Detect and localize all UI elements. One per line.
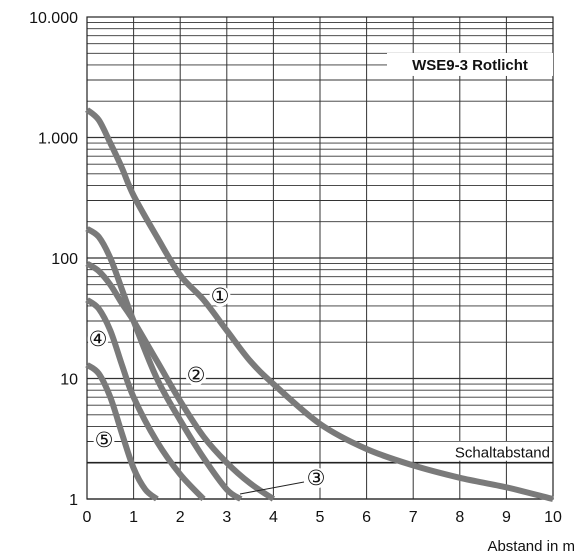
curve-label-2: ② <box>187 364 206 387</box>
series-group <box>85 107 554 502</box>
curve-labels-group: ① ② ③ ④ ⑤ <box>87 285 327 495</box>
plot-frame <box>86 16 554 500</box>
curve-label-4: ④ <box>89 328 108 351</box>
x-tick-label: 9 <box>502 509 511 526</box>
chart-title-group: WSE9-3 Rotlicht <box>387 52 553 76</box>
y-tick-label: 1.000 <box>38 131 78 148</box>
curve-label-1: ① <box>211 285 230 308</box>
reference-line-group: Schaltabstand <box>87 441 553 464</box>
y-tick-label: 100 <box>51 251 78 268</box>
chart-title: WSE9-3 Rotlicht <box>412 57 528 74</box>
x-tick-label: 10 <box>544 509 562 526</box>
curve-label-background-4 <box>87 328 109 350</box>
series-line-4 <box>85 297 206 502</box>
x-tick-label: 6 <box>362 509 371 526</box>
x-tick-label: 5 <box>316 509 325 526</box>
x-tick-label: 1 <box>129 509 138 526</box>
x-tick-label: 4 <box>269 509 278 526</box>
x-tick-label: 7 <box>409 509 418 526</box>
curve-label-3: ③ <box>307 467 326 490</box>
curve-label-background-1 <box>209 285 231 307</box>
x-tick-label: 8 <box>455 509 464 526</box>
series-line-2 <box>85 226 243 502</box>
curve-label-3-leader <box>239 481 305 495</box>
series-line-1 <box>85 107 554 502</box>
x-tick-label: 2 <box>176 509 185 526</box>
curve-label-background-5 <box>93 429 115 451</box>
chart-title-background <box>387 52 553 76</box>
curve-label-background-2 <box>185 364 207 386</box>
series-line-5 <box>85 362 159 502</box>
y-tick-label: 10 <box>60 372 78 389</box>
x-axis-label: Abstand in m <box>487 538 575 555</box>
x-tick-label: 3 <box>222 509 231 526</box>
schaltabstand-label-background <box>419 441 551 461</box>
curve-label-5: ⑤ <box>95 429 114 452</box>
y-tick-label: 10.000 <box>29 10 78 27</box>
schaltabstand-label: Schaltabstand <box>455 445 550 462</box>
y-tick-label: 1 <box>69 492 78 509</box>
series-line-3 <box>85 260 276 502</box>
x-tick-label: 0 <box>83 509 92 526</box>
curve-label-background-3 <box>305 467 327 489</box>
